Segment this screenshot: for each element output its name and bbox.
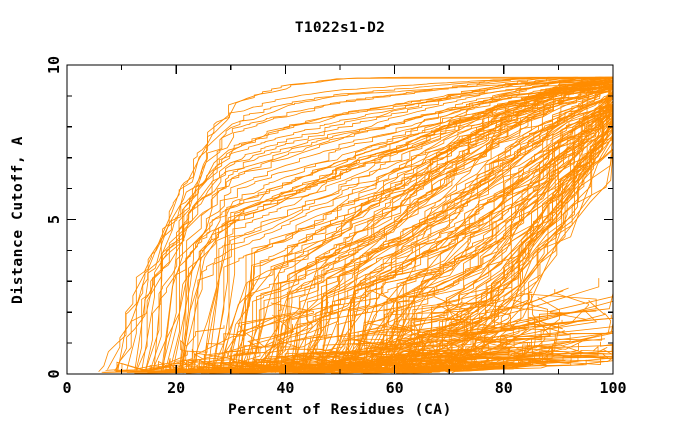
data-curve bbox=[161, 79, 614, 371]
data-curve bbox=[251, 84, 614, 373]
data-curve bbox=[348, 105, 614, 373]
data-curve bbox=[394, 106, 614, 371]
data-curve bbox=[113, 333, 332, 371]
data-curve bbox=[152, 81, 614, 371]
data-curve bbox=[432, 141, 614, 372]
data-curve bbox=[139, 302, 314, 372]
data-curve bbox=[220, 82, 614, 371]
x-axis-label: Percent of Residues (CA) bbox=[228, 402, 452, 418]
data-curve bbox=[431, 122, 614, 373]
data-curve bbox=[267, 77, 614, 371]
data-curve bbox=[328, 93, 614, 373]
data-curve bbox=[202, 78, 614, 371]
data-curve bbox=[366, 91, 614, 373]
data-curve bbox=[389, 116, 614, 372]
data-curve bbox=[443, 125, 614, 372]
data-curve bbox=[179, 76, 614, 373]
data-curve bbox=[451, 120, 614, 374]
data-curve bbox=[385, 98, 614, 371]
data-curve bbox=[162, 76, 614, 370]
data-curve bbox=[300, 80, 614, 371]
data-curve bbox=[244, 77, 614, 372]
chart-title: T1022s1-D2 bbox=[295, 20, 385, 36]
data-curve bbox=[420, 102, 614, 372]
data-curve bbox=[165, 301, 329, 372]
data-curve bbox=[115, 331, 294, 372]
data-curve bbox=[300, 96, 614, 370]
data-curve bbox=[445, 148, 614, 370]
data-curve bbox=[373, 96, 614, 371]
data-curve bbox=[318, 101, 614, 370]
data-curve bbox=[319, 82, 614, 370]
data-curve bbox=[277, 79, 614, 371]
data-curve bbox=[398, 102, 614, 371]
data-curve bbox=[136, 81, 614, 371]
data-curve bbox=[236, 77, 614, 372]
data-curve bbox=[441, 109, 614, 372]
data-curve bbox=[98, 76, 613, 373]
data-curve bbox=[360, 96, 614, 373]
data-curve bbox=[274, 80, 614, 373]
data-curve bbox=[326, 94, 614, 371]
x-tick-label: 60 bbox=[386, 379, 404, 397]
data-curve bbox=[430, 118, 614, 370]
y-tick-label: 10 bbox=[45, 56, 63, 74]
data-curve bbox=[331, 81, 614, 373]
data-curve bbox=[207, 77, 614, 372]
data-curve bbox=[141, 76, 578, 371]
data-curve bbox=[355, 98, 614, 371]
x-tick-label: 100 bbox=[599, 379, 626, 397]
data-curve bbox=[275, 79, 614, 371]
axis-tick-labels-group: 0 20 40 60 80 100 0 5 10 bbox=[45, 56, 627, 397]
x-tick-label: 40 bbox=[276, 379, 294, 397]
data-curve bbox=[267, 83, 614, 371]
data-curve bbox=[203, 76, 605, 370]
data-curve bbox=[447, 103, 614, 371]
axis-ticks-group bbox=[66, 64, 614, 375]
data-curve bbox=[101, 356, 368, 373]
y-tick-label: 5 bbox=[45, 215, 63, 224]
data-curves-group bbox=[98, 76, 614, 374]
data-curve bbox=[213, 79, 614, 371]
data-curve bbox=[416, 104, 614, 372]
data-curve bbox=[324, 95, 614, 370]
data-curve bbox=[301, 83, 614, 371]
data-curve bbox=[144, 86, 614, 373]
x-tick-label: 0 bbox=[62, 379, 71, 397]
y-tick-label: 0 bbox=[45, 369, 63, 378]
data-curve bbox=[351, 97, 614, 373]
data-curve bbox=[134, 76, 613, 370]
data-curve bbox=[426, 120, 614, 372]
x-tick-label: 80 bbox=[495, 379, 513, 397]
data-curve bbox=[455, 100, 614, 371]
data-curve bbox=[376, 129, 614, 371]
data-curve bbox=[412, 135, 614, 373]
data-curve bbox=[445, 132, 614, 372]
data-curve bbox=[289, 86, 614, 371]
y-axis-label: Distance Cutoff, A bbox=[10, 136, 26, 304]
data-curve bbox=[219, 76, 614, 373]
data-curve bbox=[168, 77, 614, 374]
data-curve bbox=[134, 363, 369, 374]
data-curve bbox=[153, 76, 614, 373]
data-curve bbox=[307, 87, 614, 372]
data-curve bbox=[251, 85, 614, 373]
data-curve bbox=[115, 76, 613, 372]
data-curve bbox=[236, 78, 614, 372]
data-curve bbox=[107, 77, 613, 370]
data-curve bbox=[272, 80, 614, 373]
x-tick-label: 20 bbox=[167, 379, 185, 397]
